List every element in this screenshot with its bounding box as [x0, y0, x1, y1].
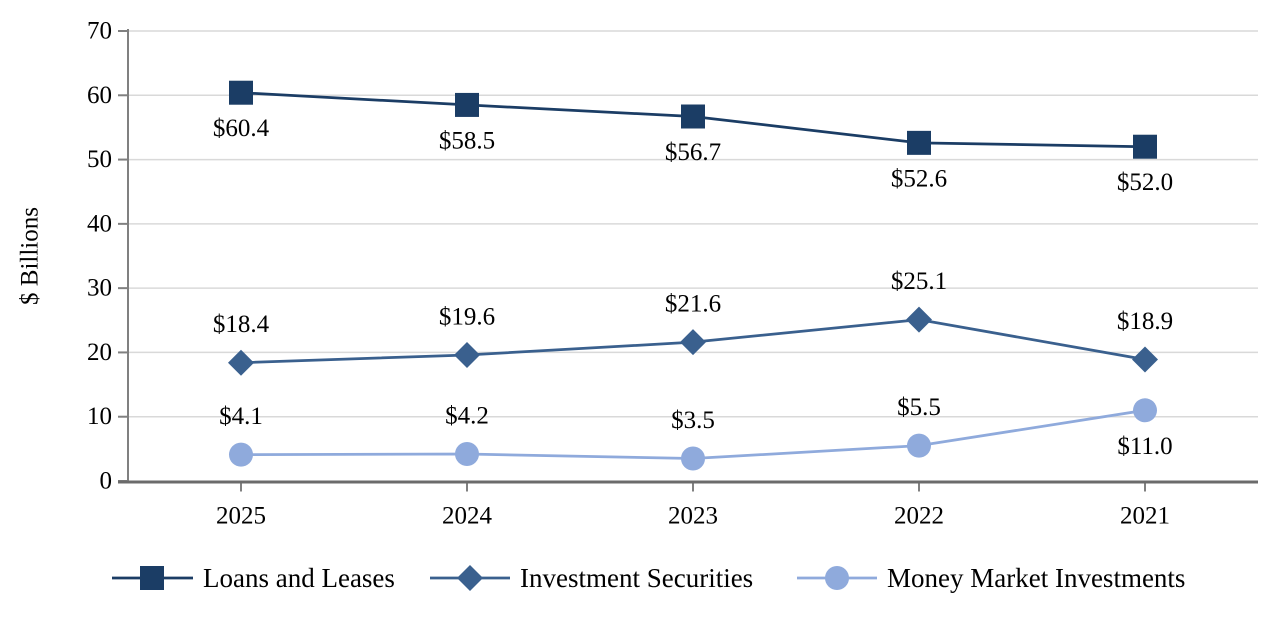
data-point-circle-marker [229, 442, 253, 467]
legend-diamond-icon [457, 565, 483, 591]
data-point-diamond-marker [228, 349, 254, 376]
data-label: $21.6 [665, 291, 721, 318]
data-label: $52.6 [891, 165, 947, 192]
data-point-diamond-marker [454, 342, 480, 368]
data-label: $56.7 [665, 139, 721, 166]
x-axis-category-label: 2021 [1120, 503, 1170, 530]
y-axis-tick-label: 40 [87, 210, 112, 237]
data-label: $18.4 [213, 311, 270, 338]
data-point-circle-marker [681, 446, 705, 471]
data-label: $5.5 [897, 394, 941, 421]
data-label: $4.2 [445, 403, 489, 430]
y-axis-tick-label: 20 [87, 339, 112, 366]
data-point-square-marker [229, 80, 253, 105]
data-point-diamond-marker [1132, 346, 1158, 373]
y-axis-title: $ Billions [17, 207, 44, 305]
data-point-square-marker [455, 92, 479, 117]
data-label: $52.0 [1117, 169, 1173, 196]
y-axis-tick-label: 70 [87, 18, 112, 45]
data-point-square-marker [907, 130, 931, 155]
data-point-circle-marker [907, 433, 931, 458]
data-label: $3.5 [671, 407, 715, 434]
data-point-circle-marker [1133, 398, 1157, 423]
y-axis-tick-label: 10 [87, 403, 112, 430]
data-point-square-marker [681, 104, 705, 129]
legend-label: Money Market Investments [887, 563, 1185, 593]
x-axis-category-label: 2024 [442, 503, 493, 530]
data-point-diamond-marker [906, 306, 932, 333]
data-label: $18.9 [1117, 308, 1173, 335]
data-point-square-marker [1133, 134, 1157, 159]
data-label: $19.6 [439, 304, 495, 331]
y-axis-tick-label: 0 [100, 468, 113, 495]
data-point-circle-marker [455, 442, 479, 466]
data-label: $58.5 [439, 127, 495, 154]
legend-square-icon [140, 566, 164, 590]
data-point-diamond-marker [680, 329, 706, 356]
y-axis-tick-label: 50 [87, 146, 112, 173]
x-axis-category-label: 2025 [216, 503, 266, 530]
y-axis-tick-label: 60 [87, 82, 112, 109]
data-label: $60.4 [213, 115, 270, 142]
data-label: $11.0 [1117, 433, 1172, 460]
data-label: $25.1 [891, 268, 947, 295]
data-label: $4.1 [219, 403, 263, 430]
y-axis-tick-label: 30 [87, 275, 112, 302]
x-axis-category-label: 2022 [894, 503, 944, 530]
legend-label: Investment Securities [520, 563, 753, 593]
x-axis-category-label: 2023 [668, 503, 718, 530]
legend-circle-icon [825, 566, 849, 590]
legend-label: Loans and Leases [203, 563, 395, 593]
